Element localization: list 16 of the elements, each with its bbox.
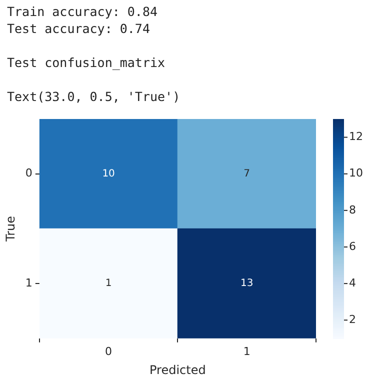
text: Test confusion_matrix [7,54,166,71]
data-label: 1 [105,278,112,290]
color-bar-label: 10 [349,166,363,180]
data-label: 13 [240,278,254,290]
color-bar-label: 8 [349,203,356,216]
color-bar-label: 12 [349,130,363,144]
x-axis-title: Predicted [150,362,206,377]
y-axis-title: True [3,216,18,242]
text: Train accuracy: 0.84 [7,3,159,20]
text: Text(33.0, 0.5, 'True') [7,88,180,105]
data-label: 7 [244,168,250,180]
text: Test accuracy: 0.74 [7,20,151,37]
data-label: 10 [102,168,115,180]
color-bar-label: 4 [349,276,356,290]
color-bar-label: 6 [349,240,356,253]
color-bar-label: 2 [349,312,356,326]
